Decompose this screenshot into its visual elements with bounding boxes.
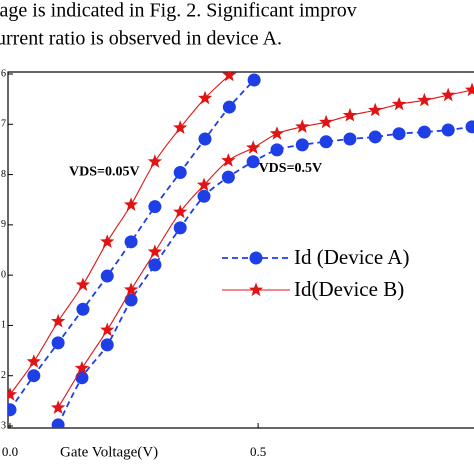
legend-label: Id (Device A) [294, 245, 409, 269]
data-point [51, 313, 66, 328]
legend-marker [248, 282, 264, 297]
data-point [51, 400, 66, 414]
data-point [100, 322, 115, 337]
data-point [319, 135, 333, 149]
data-point [342, 107, 358, 122]
data-point [148, 258, 162, 272]
data-point [441, 87, 456, 102]
data-point [76, 302, 90, 316]
data-point [148, 200, 162, 214]
data-point [465, 120, 474, 134]
data-point [8, 403, 17, 417]
x-tick-label: 0.5 [250, 444, 266, 459]
y-tick-label: 2 [1, 370, 6, 381]
data-point [295, 119, 310, 133]
data-point [441, 123, 455, 137]
data-point [27, 369, 41, 383]
data-point [417, 125, 431, 139]
data-point [246, 155, 260, 169]
data-point [75, 371, 89, 385]
data-point [221, 153, 236, 167]
data-point [196, 177, 212, 192]
annotation: VDS=0.5V [259, 161, 323, 176]
data-point [198, 132, 212, 146]
plot-frame [7, 71, 474, 429]
legend-marker [249, 251, 263, 265]
data-point [123, 282, 139, 296]
data-point [391, 96, 407, 111]
y-tick-label: 7 [1, 119, 6, 130]
legend-label: Id(Device B) [294, 277, 404, 301]
y-tick-label: 1 [1, 320, 6, 331]
data-point [100, 234, 115, 248]
body-text: tage is indicated in Fig. 2. Significant… [0, 0, 357, 22]
data-point [26, 354, 41, 368]
data-point [124, 235, 138, 249]
data-point [368, 130, 382, 144]
data-point [343, 132, 357, 146]
body-text: urrent ratio is observed in device A. [0, 28, 282, 50]
data-point [197, 90, 213, 105]
annotation: VDS=0.05V [69, 165, 140, 180]
data-point [173, 165, 187, 179]
data-point [51, 418, 65, 428]
data-point [100, 338, 114, 352]
data-point [123, 197, 139, 211]
y-tick-label: 0 [1, 269, 6, 280]
data-point [197, 189, 211, 203]
data-point [221, 170, 235, 184]
data-point [295, 138, 309, 152]
data-point [368, 102, 383, 117]
data-point [464, 82, 474, 97]
y-tick-label: 3 [1, 420, 6, 431]
data-point [51, 336, 65, 350]
data-point [222, 72, 237, 82]
data-point [246, 140, 261, 154]
data-point [270, 143, 284, 157]
plot-area [8, 72, 474, 428]
data-line [57, 89, 473, 409]
data-point [74, 360, 90, 375]
y-tick-label: 8 [1, 169, 6, 180]
data-point [8, 387, 18, 401]
data-point [247, 73, 261, 87]
x-tick-label: 0.0 [2, 444, 18, 459]
data-point [147, 244, 162, 258]
data-point [124, 293, 138, 307]
data-point [147, 154, 162, 168]
data-point [392, 127, 406, 141]
data-point [75, 277, 91, 291]
data-line [9, 74, 230, 395]
data-point [417, 92, 432, 107]
x-axis-label: Gate Voltage(V) [60, 444, 158, 460]
data-point [173, 120, 188, 134]
data-point [173, 221, 187, 235]
y-tick-label: 6 [1, 68, 6, 79]
data-point [269, 126, 285, 140]
data-point [100, 269, 114, 283]
data-point [173, 204, 188, 219]
data-point [222, 100, 236, 114]
data-line [9, 79, 255, 411]
data-point [319, 114, 334, 129]
y-tick-label: 9 [1, 219, 6, 230]
